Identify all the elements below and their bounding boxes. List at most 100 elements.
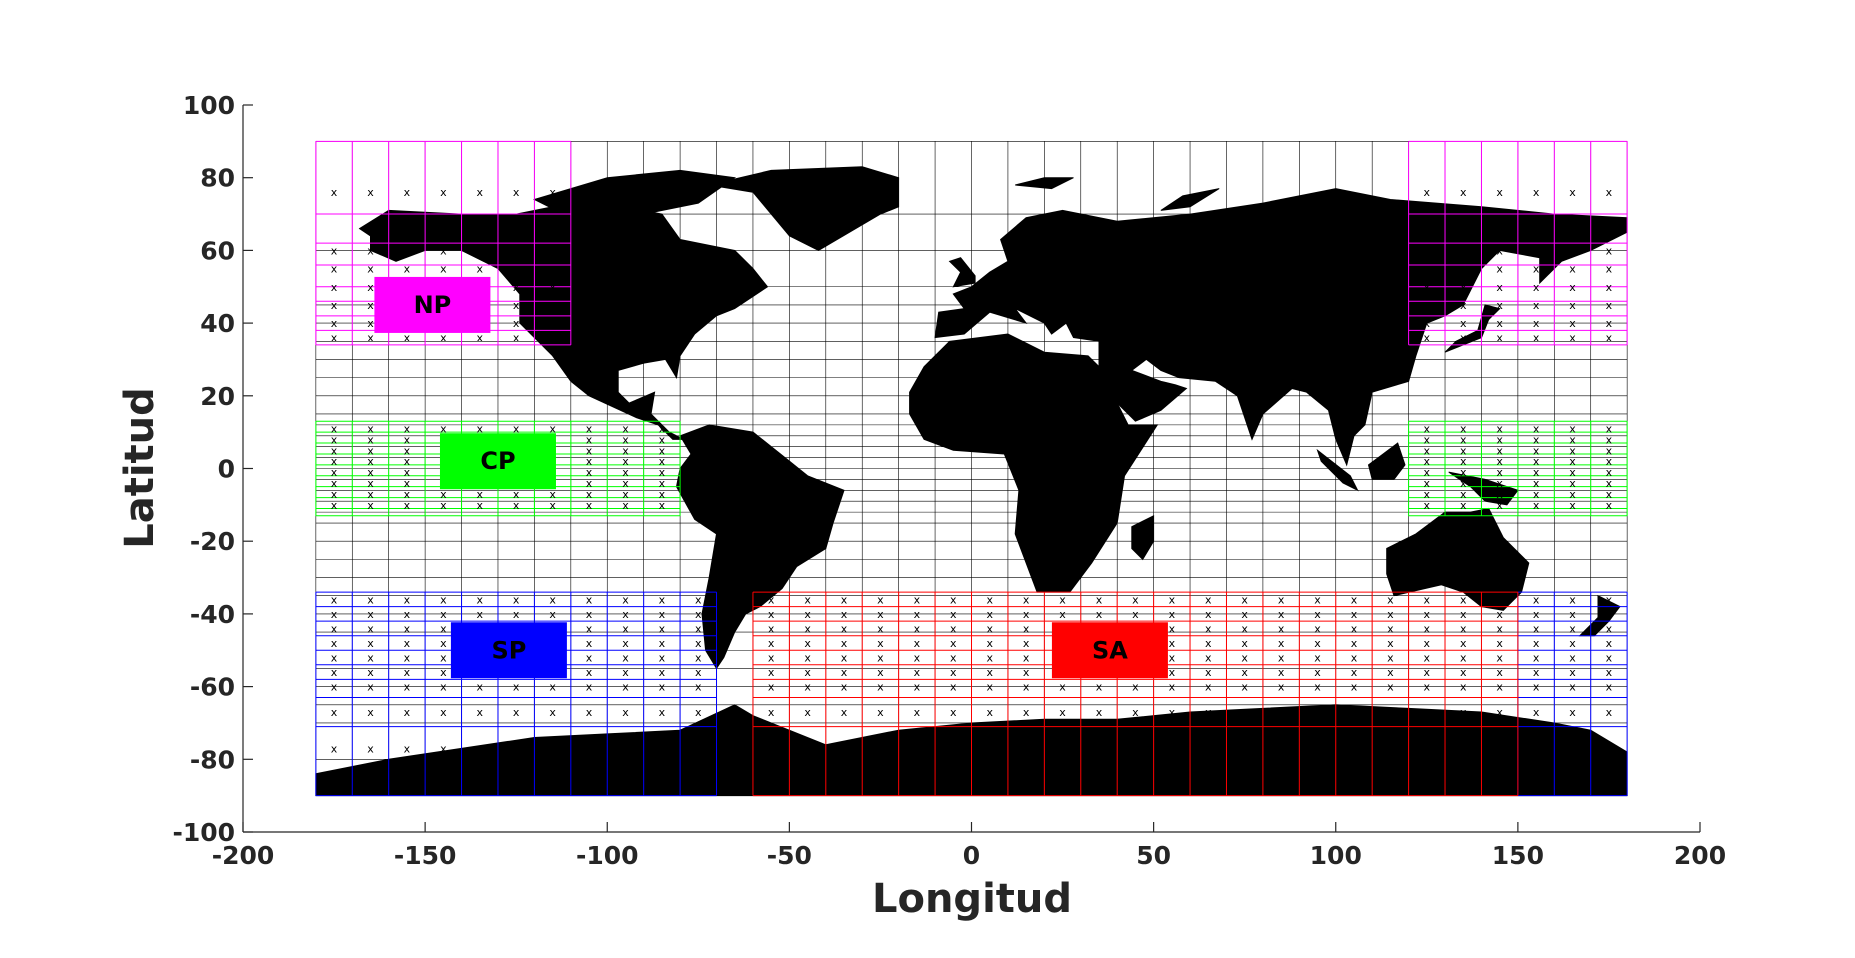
grid-point-marker: x xyxy=(1424,332,1431,345)
grid-point-marker: x xyxy=(914,593,921,606)
grid-point-marker: x xyxy=(950,622,957,635)
grid-point-marker: x xyxy=(1023,637,1030,650)
y-tick-label: 20 xyxy=(200,382,235,411)
grid-point-marker: x xyxy=(331,466,338,479)
grid-point-marker: x xyxy=(513,332,520,345)
grid-point-marker: x xyxy=(1496,477,1503,490)
grid-point-marker: x xyxy=(1569,742,1576,755)
grid-point-marker: x xyxy=(950,652,957,665)
grid-point-marker: x xyxy=(1606,477,1613,490)
grid-point-marker: x xyxy=(1606,637,1613,650)
grid-point-marker: x xyxy=(1496,244,1503,257)
grid-point-marker: x xyxy=(622,488,629,501)
grid-point-marker: x xyxy=(1424,652,1431,665)
grid-point-marker: x xyxy=(1169,652,1176,665)
grid-point-marker: x xyxy=(477,263,484,276)
grid-point-marker: x xyxy=(404,433,411,446)
grid-point-marker: x xyxy=(1533,681,1540,694)
grid-point-marker: x xyxy=(1132,681,1139,694)
grid-point-marker: x xyxy=(1606,593,1613,606)
grid-point-marker: x xyxy=(513,317,520,330)
grid-point-marker: x xyxy=(549,186,556,199)
grid-point-marker: x xyxy=(1096,742,1103,755)
region-label-text: NP xyxy=(414,291,452,319)
grid-point-marker: x xyxy=(1278,608,1285,621)
grid-point-marker: x xyxy=(622,423,629,436)
grid-point-marker: x xyxy=(986,742,993,755)
grid-point-marker: x xyxy=(1023,706,1030,719)
grid-point-marker: x xyxy=(440,423,447,436)
grid-point-marker: x xyxy=(1533,477,1540,490)
grid-point-marker: x xyxy=(804,652,811,665)
grid-point-marker: x xyxy=(1387,637,1394,650)
grid-point-marker: x xyxy=(367,477,374,490)
grid-point-marker: x xyxy=(1241,681,1248,694)
grid-point-marker: x xyxy=(1569,466,1576,479)
grid-point-marker: x xyxy=(1424,488,1431,501)
grid-point-marker: x xyxy=(1496,444,1503,457)
grid-point-marker: x xyxy=(367,593,374,606)
grid-point-marker: x xyxy=(877,637,884,650)
grid-point-marker: x xyxy=(1351,622,1358,635)
grid-point-marker: x xyxy=(1278,593,1285,606)
grid-point-marker: x xyxy=(440,652,447,665)
grid-point-marker: x xyxy=(1278,666,1285,679)
grid-point-marker: x xyxy=(659,423,666,436)
grid-point-marker: x xyxy=(513,281,520,294)
land-new-zealand xyxy=(1578,594,1621,637)
grid-point-marker: x xyxy=(404,637,411,650)
grid-point-marker: x xyxy=(404,488,411,501)
grid-point-marker: x xyxy=(1496,622,1503,635)
grid-point-marker: x xyxy=(804,706,811,719)
land-japan xyxy=(1444,304,1501,353)
grid-point-marker: x xyxy=(1569,477,1576,490)
region-label-sp: SP xyxy=(450,622,567,679)
grid-point-marker: x xyxy=(1059,742,1066,755)
grid-point-marker: x xyxy=(1460,637,1467,650)
land-madagascar xyxy=(1131,514,1155,561)
grid-point-marker: x xyxy=(440,742,447,755)
grid-point-marker: x xyxy=(367,423,374,436)
grid-point-marker: x xyxy=(477,681,484,694)
grid-point-marker: x xyxy=(1387,652,1394,665)
grid-point-marker: x xyxy=(1424,281,1431,294)
grid-point-marker: x xyxy=(331,317,338,330)
grid-point-marker: x xyxy=(622,466,629,479)
grid-point-marker: x xyxy=(1460,186,1467,199)
grid-point-marker: x xyxy=(440,499,447,512)
grid-point-marker: x xyxy=(513,608,520,621)
grid-point-marker: x xyxy=(622,742,629,755)
grid-point-marker: x xyxy=(1424,299,1431,312)
grid-point-marker: x xyxy=(1059,593,1066,606)
grid-point-marker: x xyxy=(1569,637,1576,650)
grid-point-marker: x xyxy=(1569,488,1576,501)
grid-point-marker: x xyxy=(1460,652,1467,665)
region-label-text: CP xyxy=(480,447,515,475)
grid-point-marker: x xyxy=(1533,332,1540,345)
grid-point-marker: x xyxy=(513,681,520,694)
y-tick-label: -40 xyxy=(190,600,235,629)
grid-point-marker: x xyxy=(1606,281,1613,294)
y-tick-label: 0 xyxy=(218,455,235,484)
y-tick-label: -20 xyxy=(190,527,235,556)
grid-point-marker: x xyxy=(1569,281,1576,294)
grid-point-marker: x xyxy=(1533,317,1540,330)
grid-point-marker: x xyxy=(986,681,993,694)
grid-point-marker: x xyxy=(1169,637,1176,650)
grid-point-marker: x xyxy=(1169,706,1176,719)
grid-point-marker: x xyxy=(1351,593,1358,606)
grid-point-marker: x xyxy=(986,593,993,606)
grid-point-marker: x xyxy=(1059,608,1066,621)
grid-point-marker: x xyxy=(1023,666,1030,679)
grid-point-marker: x xyxy=(331,608,338,621)
grid-point-marker: x xyxy=(1533,637,1540,650)
grid-point-marker: x xyxy=(1241,622,1248,635)
grid-point-marker: x xyxy=(331,299,338,312)
grid-point-marker: x xyxy=(1314,652,1321,665)
grid-point-marker: x xyxy=(404,622,411,635)
grid-point-marker: x xyxy=(513,488,520,501)
grid-point-marker: x xyxy=(586,499,593,512)
grid-point-marker: x xyxy=(1606,423,1613,436)
grid-point-marker: x xyxy=(1606,488,1613,501)
